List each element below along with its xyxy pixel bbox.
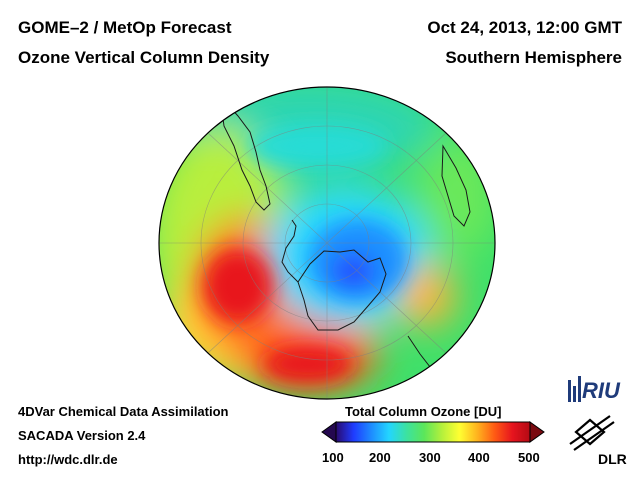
graticule	[159, 87, 495, 399]
antarctica-coastline	[297, 249, 387, 331]
riu-logo-bar-1	[568, 380, 571, 402]
colorbar-tick-200: 200	[369, 450, 391, 465]
colorbar-tick-300: 300	[419, 450, 441, 465]
forecast-date: Oct 24, 2013, 12:00 GMT	[427, 18, 622, 37]
hemisphere-label: Southern Hemisphere	[445, 48, 622, 67]
title-line-1: GOME–2 / MetOp Forecast	[18, 18, 232, 37]
riu-logo: RIU	[568, 376, 621, 403]
southern-africa	[441, 144, 471, 227]
ozone-globe-map	[158, 86, 496, 400]
footer-url: http://wdc.dlr.de	[18, 452, 118, 467]
riu-logo-bar-3	[578, 376, 581, 402]
colorbar-scale	[335, 421, 531, 443]
dlr-logo-text: DLR	[598, 451, 627, 467]
south-america-tip	[219, 94, 271, 211]
colorbar	[321, 421, 545, 443]
colorbar-tick-400: 400	[468, 450, 490, 465]
riu-logo-text: RIU	[582, 378, 621, 403]
colorbar-min-arrow	[321, 421, 337, 443]
colorbar-tick-100: 100	[322, 450, 344, 465]
colorbar-tick-500: 500	[518, 450, 540, 465]
dlr-logo-stroke-1	[569, 415, 611, 445]
footer-line-1: 4DVar Chemical Data Assimilation	[18, 404, 229, 419]
dlr-logo-stroke-2	[573, 421, 615, 451]
globe-outline	[158, 86, 496, 400]
dlr-logo-diamond	[574, 418, 606, 446]
title-line-2: Ozone Vertical Column Density	[18, 48, 270, 67]
footer-line-2: SACADA Version 2.4	[18, 428, 146, 443]
riu-logo-bar-2	[573, 386, 576, 402]
dlr-logo: DLR	[569, 415, 627, 467]
colorbar-max-arrow	[529, 421, 545, 443]
coastlines	[219, 94, 471, 385]
colorbar-title: Total Column Ozone [DU]	[345, 404, 502, 419]
antarctic-peninsula	[281, 219, 299, 283]
